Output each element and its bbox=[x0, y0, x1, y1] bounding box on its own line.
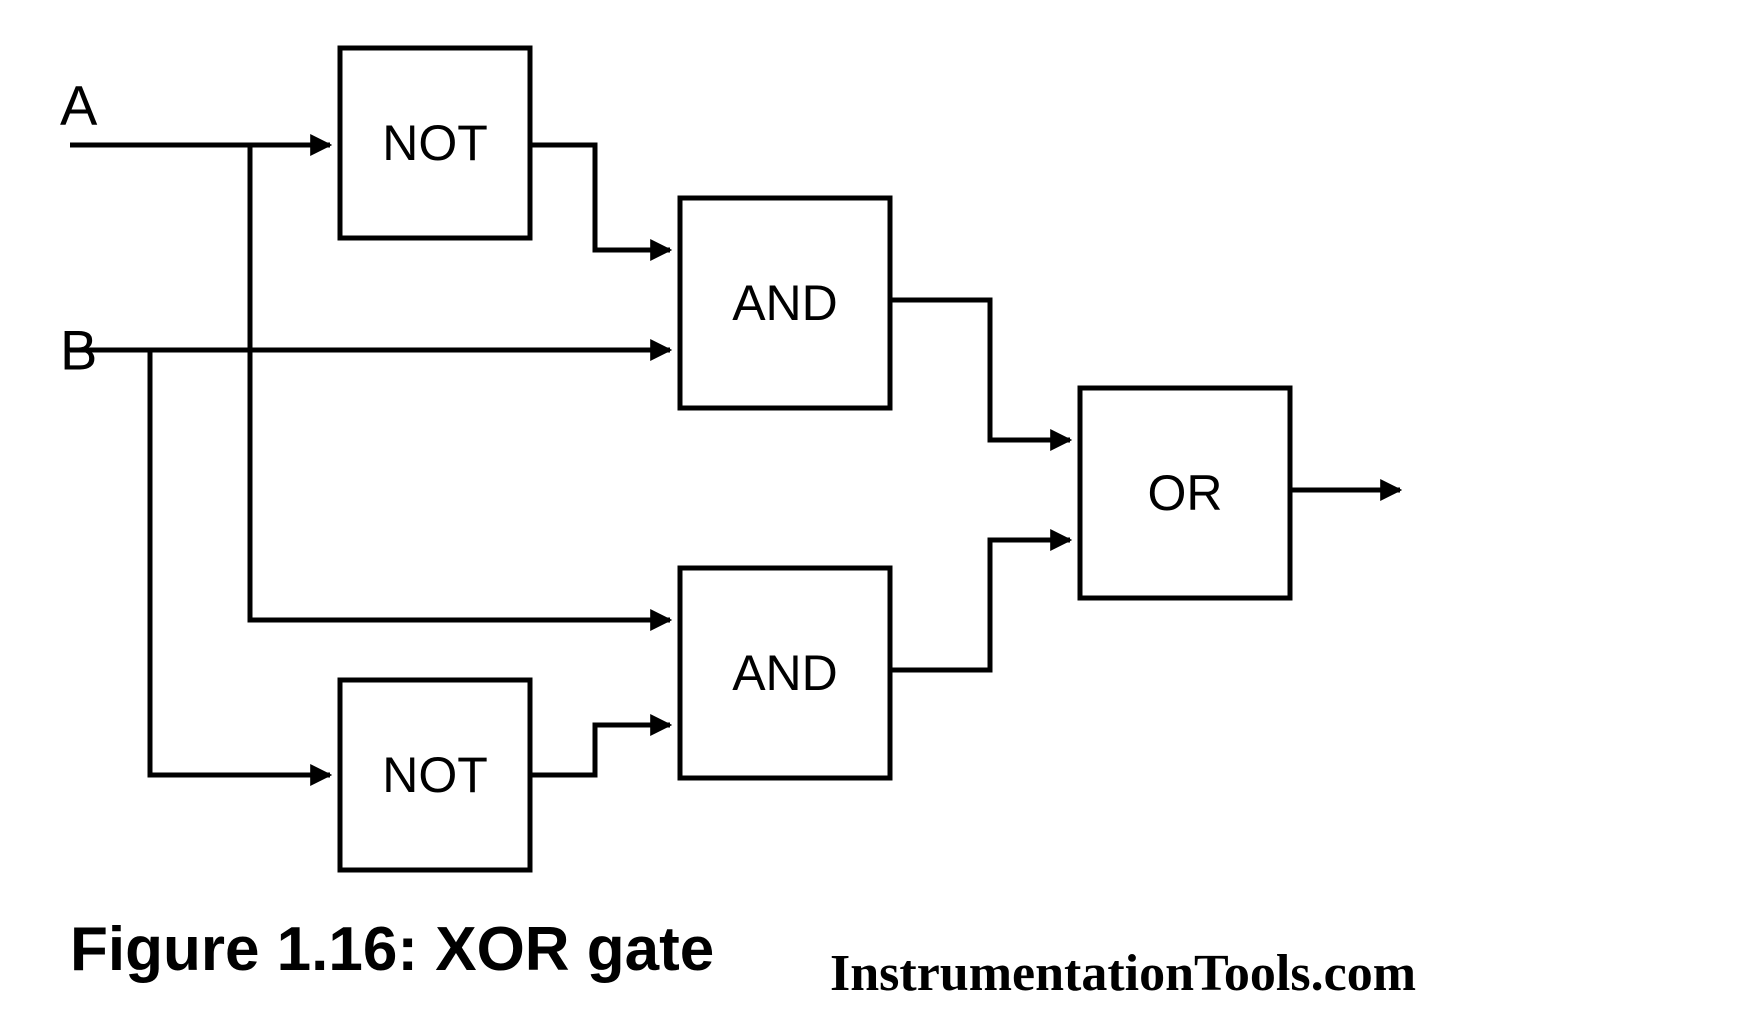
gate-and2: AND bbox=[680, 568, 890, 778]
gate-and1: AND bbox=[680, 198, 890, 408]
watermark: InstrumentationTools.com bbox=[830, 945, 1416, 1002]
gate-not2: NOT bbox=[340, 680, 530, 870]
wire-and1_to_or bbox=[890, 300, 1070, 440]
input-label-B: B bbox=[60, 319, 97, 382]
gate-label-not2: NOT bbox=[382, 747, 488, 803]
gate-label-and2: AND bbox=[732, 645, 838, 701]
wire-B_to_not2 bbox=[150, 350, 330, 775]
wire-and2_to_or bbox=[890, 540, 1070, 670]
gate-label-not1: NOT bbox=[382, 115, 488, 171]
gate-label-and1: AND bbox=[732, 275, 838, 331]
wire-not1_to_and1 bbox=[530, 145, 670, 250]
gate-label-or1: OR bbox=[1148, 465, 1223, 521]
wire-not2_to_and2 bbox=[530, 725, 670, 775]
figure-caption: Figure 1.16: XOR gate bbox=[70, 915, 714, 984]
gate-not1: NOT bbox=[340, 48, 530, 238]
input-label-A: A bbox=[60, 74, 98, 137]
gate-or1: OR bbox=[1080, 388, 1290, 598]
xor-gate-diagram: NOT NOT AND AND OR A B Figure 1.16: XOR gate Ins… bbox=[0, 0, 1764, 1020]
